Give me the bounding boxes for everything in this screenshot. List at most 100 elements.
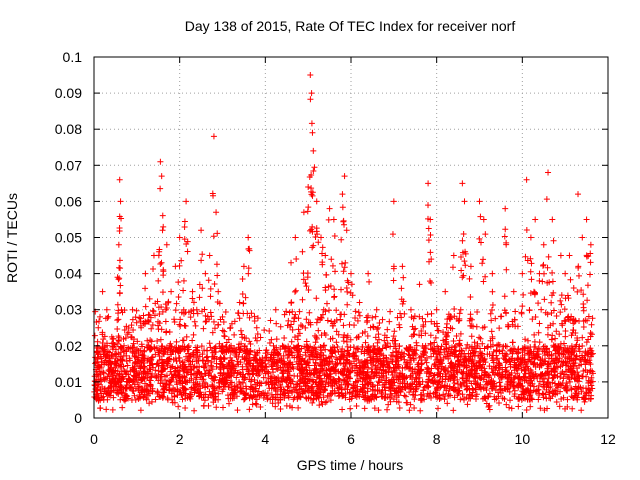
data-point [309,129,316,136]
data-point [534,361,541,368]
data-point [272,306,279,313]
data-point [343,227,350,234]
data-point [371,395,378,402]
data-point [523,176,530,183]
data-point [154,318,161,325]
data-point [214,230,221,237]
data-point [398,354,405,361]
data-point [511,391,518,398]
data-point [150,266,157,273]
data-point [283,308,290,315]
data-point [198,394,205,401]
data-point [402,364,409,371]
data-point [330,216,337,223]
data-point [374,345,381,352]
data-point [388,352,395,359]
data-point [361,384,368,391]
data-point [552,387,559,394]
data-point [386,318,393,325]
data-point [272,403,279,410]
data-point [188,375,195,382]
data-point [234,358,241,365]
data-point [555,358,562,365]
data-point [336,376,343,383]
data-point [293,256,300,263]
data-point [496,360,503,367]
data-point [586,359,593,366]
data-point [506,404,513,411]
data-point [434,353,441,360]
data-point [289,326,296,333]
data-point [415,378,422,385]
data-point [586,271,593,278]
data-point [120,347,127,354]
data-point [254,315,261,322]
data-point [342,259,349,266]
data-point [176,321,183,328]
data-point [288,321,295,328]
data-point [315,395,322,402]
data-point [344,301,351,308]
data-point [152,372,159,379]
data-point [481,365,488,372]
data-point [129,348,136,355]
data-point [315,327,322,334]
data-point [496,379,503,386]
data-point [209,383,216,390]
data-point [305,204,312,211]
data-point [309,383,316,390]
y-tick-label: 0.02 [55,338,82,354]
data-point [357,364,364,371]
data-point [457,253,464,260]
data-point [192,322,199,329]
data-point [364,380,371,387]
data-point [91,378,98,385]
data-point [425,225,432,232]
data-point [152,396,159,403]
data-point [174,381,181,388]
data-point [427,370,434,377]
data-point [509,350,516,357]
data-point [206,316,213,323]
data-point [114,368,121,375]
data-point [579,342,586,349]
data-point [424,364,431,371]
data-point [536,320,543,327]
data-point [462,250,469,257]
data-point [493,352,500,359]
data-point [450,337,457,344]
data-point [373,306,380,313]
data-point [164,349,171,356]
data-point [320,388,327,395]
data-point [482,273,489,280]
data-point [327,397,334,404]
data-point [309,389,316,396]
data-point [211,325,218,332]
data-point [573,365,580,372]
data-point [391,343,398,350]
data-point [502,343,509,350]
data-point [121,327,128,334]
data-point [488,378,495,385]
data-point [314,231,321,238]
chart-title: Day 138 of 2015, Rate Of TEC Index for r… [185,18,516,34]
data-point [420,321,427,328]
data-point [584,282,591,289]
data-point [157,185,164,192]
data-point [173,338,180,345]
data-point [220,319,227,326]
data-point [518,383,525,390]
data-point [472,386,479,393]
data-point [99,288,106,295]
data-point [205,402,212,409]
data-point [552,335,559,342]
data-point [310,378,317,385]
data-point [156,353,163,360]
data-point [302,387,309,394]
data-point [353,362,360,369]
y-tick-label: 0.04 [55,266,82,282]
data-point [580,304,587,311]
x-tick-label: 0 [90,431,98,447]
data-point [409,370,416,377]
data-point [587,361,594,368]
